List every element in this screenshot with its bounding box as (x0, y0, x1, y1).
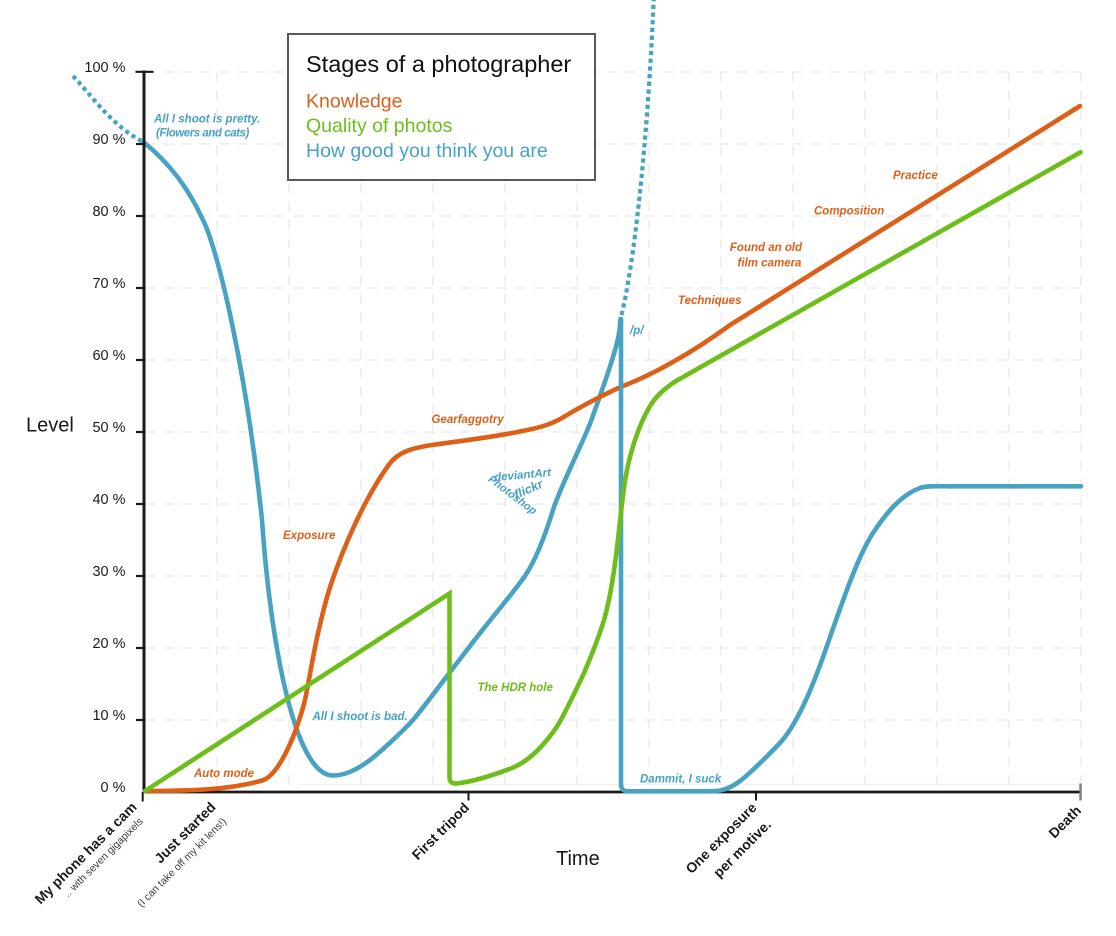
svg-text:40 %: 40 % (92, 492, 125, 508)
svg-text:Auto mode: Auto mode (193, 768, 255, 780)
svg-text:film camera: film camera (738, 258, 803, 270)
svg-text:Techniques: Techniques (678, 295, 741, 307)
svg-text:Quality of photos: Quality of photos (306, 115, 453, 137)
svg-text:The HDR hole: The HDR hole (478, 682, 554, 694)
svg-text:Dammit, I suck: Dammit, I suck (640, 773, 722, 785)
svg-text:All I shoot is pretty.: All I shoot is pretty. (153, 114, 260, 126)
svg-text:10 %: 10 % (92, 708, 125, 724)
svg-text:50 %: 50 % (92, 420, 125, 436)
svg-text:Time: Time (556, 848, 600, 870)
svg-text:30 %: 30 % (92, 564, 125, 580)
svg-text:deviantArt: deviantArt (494, 467, 553, 484)
svg-text:Exposure: Exposure (283, 530, 336, 542)
svg-text:All I shoot is bad.: All I shoot is bad. (312, 711, 408, 723)
svg-text:100 %: 100 % (84, 60, 125, 76)
svg-text:70 %: 70 % (92, 276, 125, 292)
svg-text:0 %: 0 % (101, 780, 126, 796)
svg-text:Stages of a photographer: Stages of a photographer (306, 51, 571, 77)
svg-text:Gearfaggotry: Gearfaggotry (432, 414, 505, 426)
svg-text:/p/: /p/ (629, 325, 645, 337)
svg-text:Found an old: Found an old (730, 242, 803, 254)
svg-text:Level: Level (26, 415, 74, 437)
svg-text:Composition: Composition (814, 206, 884, 218)
svg-text:(Flowers and cats): (Flowers and cats) (156, 128, 249, 140)
svg-text:Practice: Practice (893, 170, 938, 182)
svg-text:20 %: 20 % (92, 636, 125, 652)
svg-text:60 %: 60 % (92, 348, 125, 364)
svg-text:How good you think you are: How good you think you are (306, 140, 548, 162)
svg-text:80 %: 80 % (92, 204, 125, 220)
svg-text:90 %: 90 % (92, 132, 125, 148)
svg-text:Knowledge: Knowledge (306, 91, 403, 113)
